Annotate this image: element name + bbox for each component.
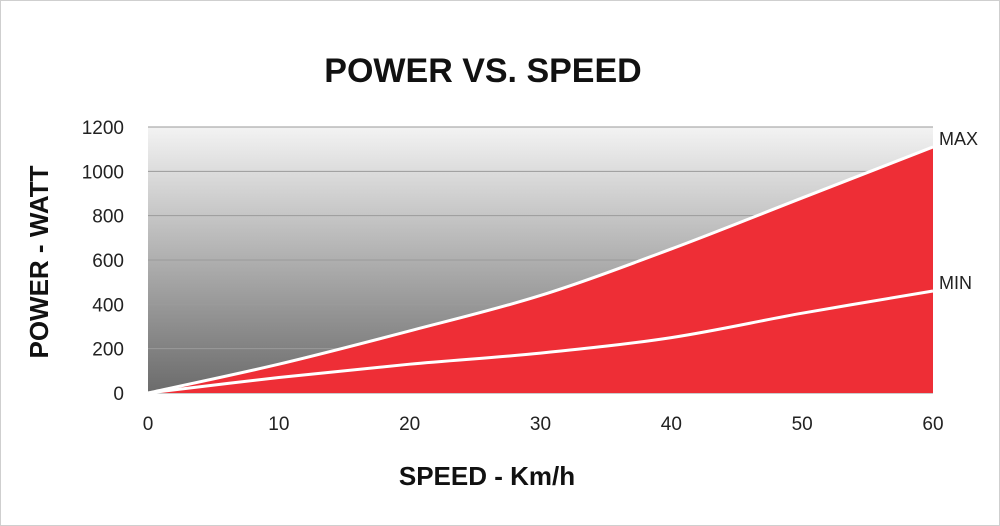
x-tick-label: 30: [530, 414, 551, 435]
x-tick-label: 40: [661, 414, 682, 435]
y-tick-label: 200: [92, 340, 124, 361]
series-label-min: MIN: [939, 273, 972, 293]
y-tick-label: 400: [92, 295, 124, 316]
y-axis-label: POWER - WATT: [24, 165, 54, 358]
y-tick-label: 1000: [82, 162, 124, 183]
y-tick-labels: 0 200 400 600 800 1000 1200: [82, 118, 124, 405]
x-tick-label: 60: [922, 414, 943, 435]
x-tick-label: 10: [268, 414, 289, 435]
series-lines: [147, 145, 934, 395]
x-tick-label: 20: [399, 414, 420, 435]
y-tick-label: 0: [113, 384, 124, 405]
series-label-max: MAX: [939, 129, 978, 149]
x-axis-label: SPEED - Km/h: [399, 461, 575, 491]
area-fill-max: [148, 146, 933, 393]
y-tick-label: 1200: [82, 118, 124, 139]
series-line-max: [147, 145, 934, 395]
x-tick-label: 0: [143, 414, 154, 435]
x-tick-labels: 0 10 20 30 40 50 60: [143, 414, 944, 435]
max-area-fill: [148, 146, 933, 393]
chart-title: POWER VS. SPEED: [324, 52, 641, 90]
x-tick-label: 50: [792, 414, 813, 435]
y-tick-label: 600: [92, 251, 124, 272]
series-labels: MAX MIN: [939, 129, 978, 293]
series-line-min: [147, 289, 934, 395]
y-tick-label: 800: [92, 207, 124, 228]
